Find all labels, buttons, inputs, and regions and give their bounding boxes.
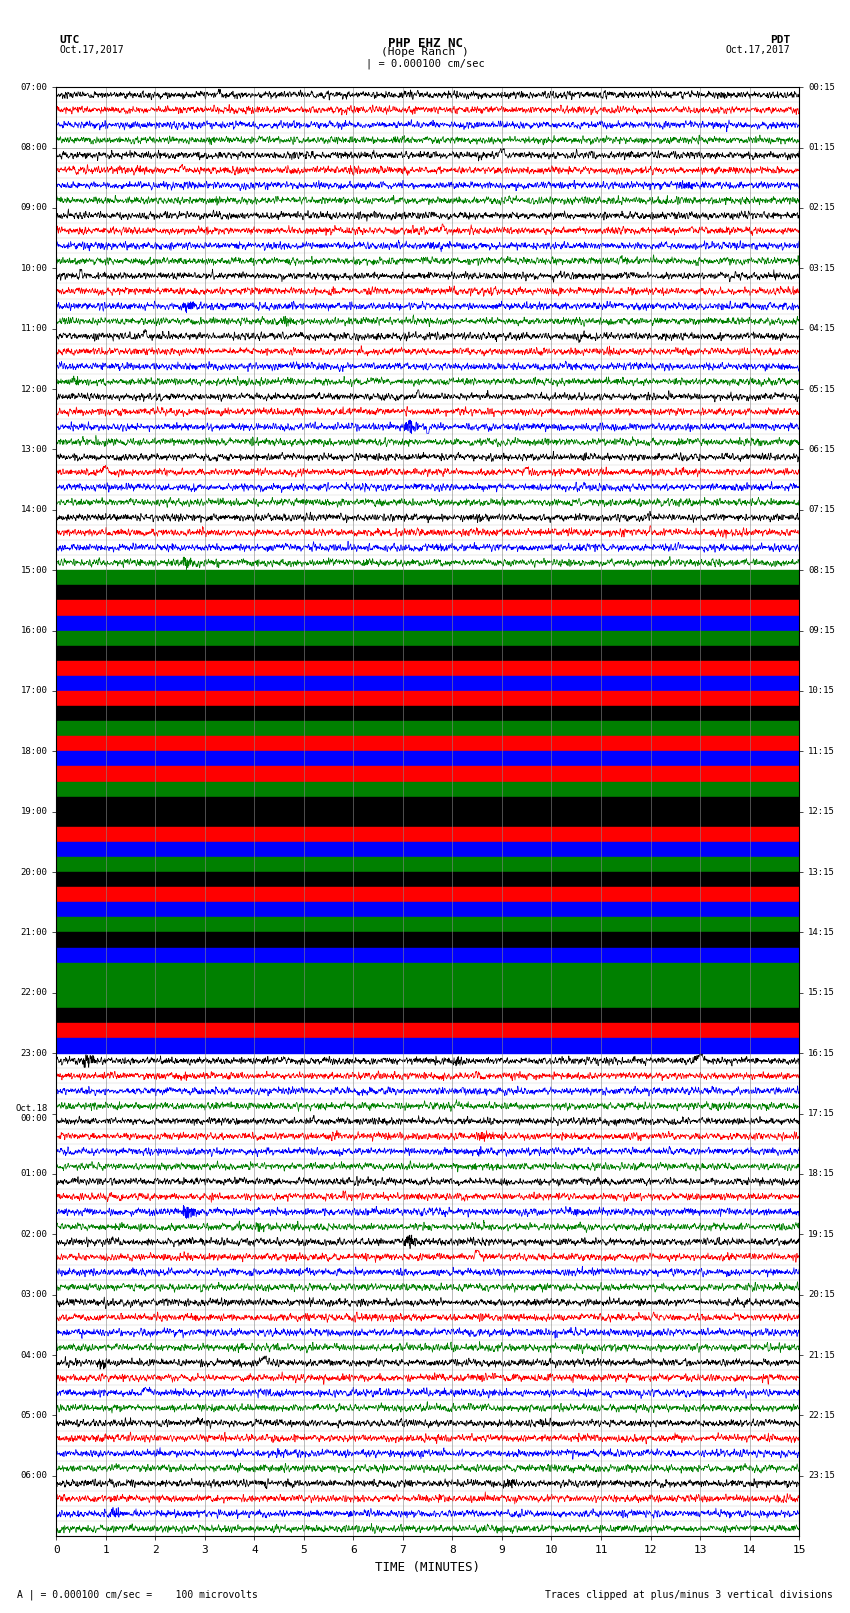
Bar bbox=[56, 857, 799, 873]
Bar bbox=[56, 736, 799, 752]
Bar bbox=[56, 600, 799, 616]
Text: | = 0.000100 cm/sec: | = 0.000100 cm/sec bbox=[366, 58, 484, 69]
Bar bbox=[56, 932, 799, 947]
Text: Traces clipped at plus/minus 3 vertical divisions: Traces clipped at plus/minus 3 vertical … bbox=[545, 1590, 833, 1600]
Bar bbox=[56, 977, 799, 994]
Text: (Hope Ranch ): (Hope Ranch ) bbox=[381, 47, 469, 56]
Bar bbox=[56, 782, 799, 797]
Bar bbox=[56, 797, 799, 811]
Text: Oct.17,2017: Oct.17,2017 bbox=[60, 45, 124, 55]
Bar bbox=[56, 887, 799, 902]
Bar bbox=[56, 661, 799, 676]
Text: UTC: UTC bbox=[60, 35, 80, 45]
Bar bbox=[56, 571, 799, 586]
Bar bbox=[56, 1008, 799, 1023]
Bar bbox=[56, 690, 799, 706]
Bar bbox=[56, 676, 799, 690]
Text: PHP EHZ NC: PHP EHZ NC bbox=[388, 37, 462, 50]
Bar bbox=[56, 645, 799, 661]
Bar bbox=[56, 706, 799, 721]
Text: A | = 0.000100 cm/sec =    100 microvolts: A | = 0.000100 cm/sec = 100 microvolts bbox=[17, 1589, 258, 1600]
X-axis label: TIME (MINUTES): TIME (MINUTES) bbox=[375, 1561, 480, 1574]
Bar bbox=[56, 918, 799, 932]
Bar bbox=[56, 1039, 799, 1053]
Text: Oct.17,2017: Oct.17,2017 bbox=[726, 45, 790, 55]
Bar bbox=[56, 873, 799, 887]
Bar bbox=[56, 994, 799, 1008]
Bar bbox=[56, 752, 799, 766]
Bar bbox=[56, 586, 799, 600]
Bar bbox=[56, 721, 799, 736]
Bar bbox=[56, 842, 799, 857]
Text: PDT: PDT bbox=[770, 35, 790, 45]
Bar bbox=[56, 947, 799, 963]
Bar bbox=[56, 902, 799, 918]
Bar bbox=[56, 963, 799, 977]
Bar bbox=[56, 1023, 799, 1039]
Bar bbox=[56, 766, 799, 782]
Bar bbox=[56, 811, 799, 827]
Bar bbox=[56, 616, 799, 631]
Bar bbox=[56, 827, 799, 842]
Bar bbox=[56, 631, 799, 645]
